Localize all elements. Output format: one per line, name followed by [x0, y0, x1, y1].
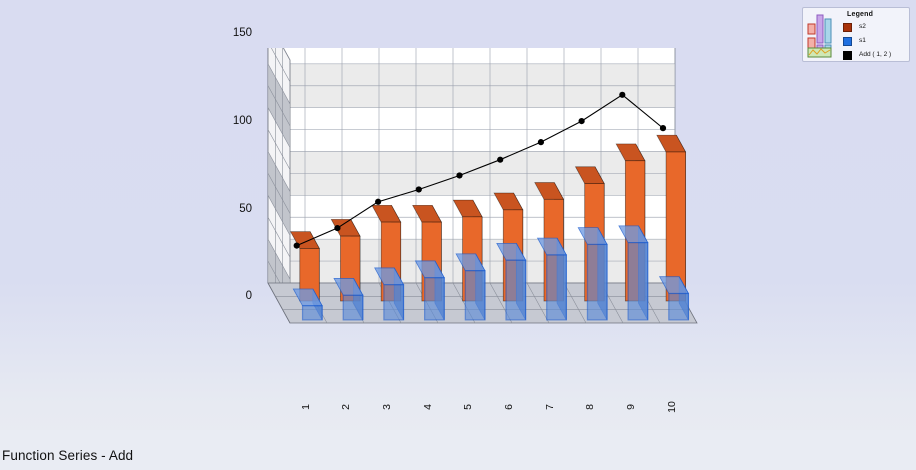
status-bar: [0, 430, 916, 470]
side-gridline: [267, 195, 291, 236]
y-axis-tick-150: 150: [232, 27, 252, 40]
floor-gridline: [526, 282, 550, 324]
line-point-1[interactable]: [293, 242, 300, 249]
x-axis-tick-10: 10: [665, 401, 678, 413]
status-bar-label: Function Series - Add: [2, 448, 134, 463]
legend-label: s1: [859, 37, 866, 44]
line-point-4[interactable]: [415, 186, 422, 193]
side-gridline: [267, 239, 291, 280]
x-axis-tick-4: 4: [421, 404, 434, 410]
chart-canvas: [267, 48, 698, 324]
line-point-6[interactable]: [497, 156, 504, 163]
side-gridline: [267, 85, 291, 126]
x-axis-tick-5: 5: [462, 404, 475, 410]
bar-s1-3[interactable]: [374, 267, 405, 321]
legend-swatch: [843, 37, 852, 46]
x-axis-tick-6: 6: [503, 404, 515, 410]
bar-s2-1[interactable]: [289, 231, 320, 302]
bar-s1-4[interactable]: [414, 260, 445, 321]
legend-swatch: [843, 51, 852, 60]
side-gridline: [267, 63, 291, 104]
bar-s1-1[interactable]: [292, 288, 323, 321]
side-gridline: [267, 151, 291, 192]
legend-label: Add ( 1, 2 ): [859, 51, 892, 58]
x-axis-tick-9: 9: [625, 404, 638, 410]
bar-s1-10[interactable]: [658, 276, 690, 321]
bar-chart-icon: [807, 14, 832, 52]
line-point-3[interactable]: [375, 198, 382, 205]
bar-s1-9[interactable]: [618, 225, 649, 321]
line-point-2[interactable]: [334, 224, 341, 232]
legend[interactable]: Legend s2 s1 Add ( 1, 2 ): [802, 7, 910, 62]
chart-plot-area: [260, 48, 710, 348]
bar-s1-7[interactable]: [536, 237, 567, 321]
legend-icon-group: [807, 12, 841, 58]
legend-series-icons: [807, 14, 832, 58]
legend-label: s2: [859, 23, 866, 30]
side-gridline: [271, 48, 291, 83]
legend-title: Legend: [847, 11, 874, 18]
line-point-10[interactable]: [659, 125, 667, 132]
legend-swatch: [843, 23, 852, 32]
x-axis-tick-3: 3: [380, 404, 393, 410]
area-chart-icon: [807, 47, 832, 58]
floor-gridline: [563, 282, 587, 324]
bar-s1-8[interactable]: [577, 227, 608, 321]
y-axis-tick-50: 50: [239, 202, 252, 215]
x-axis-tick-8: 8: [584, 404, 597, 410]
y-axis-tick-0: 0: [245, 290, 252, 303]
side-gridline: [267, 173, 291, 214]
side-gridline: [267, 107, 291, 148]
bar-s1-6[interactable]: [496, 242, 527, 321]
x-axis-tick-7: 7: [543, 404, 556, 410]
line-point-5[interactable]: [456, 172, 463, 179]
y-axis-tick-100: 100: [232, 114, 252, 127]
x-axis-tick-2: 2: [340, 404, 353, 410]
x-axis-tick-1: 1: [299, 404, 312, 410]
bar-s1-5[interactable]: [455, 253, 486, 321]
series-line-add: [296, 94, 664, 247]
bar-s1-2[interactable]: [333, 278, 364, 321]
side-gridline: [267, 217, 291, 258]
side-gridline: [283, 48, 291, 61]
line-point-7[interactable]: [537, 139, 545, 146]
line-point-8[interactable]: [578, 118, 585, 125]
side-gridline: [267, 129, 291, 170]
line-point-9[interactable]: [619, 91, 626, 98]
